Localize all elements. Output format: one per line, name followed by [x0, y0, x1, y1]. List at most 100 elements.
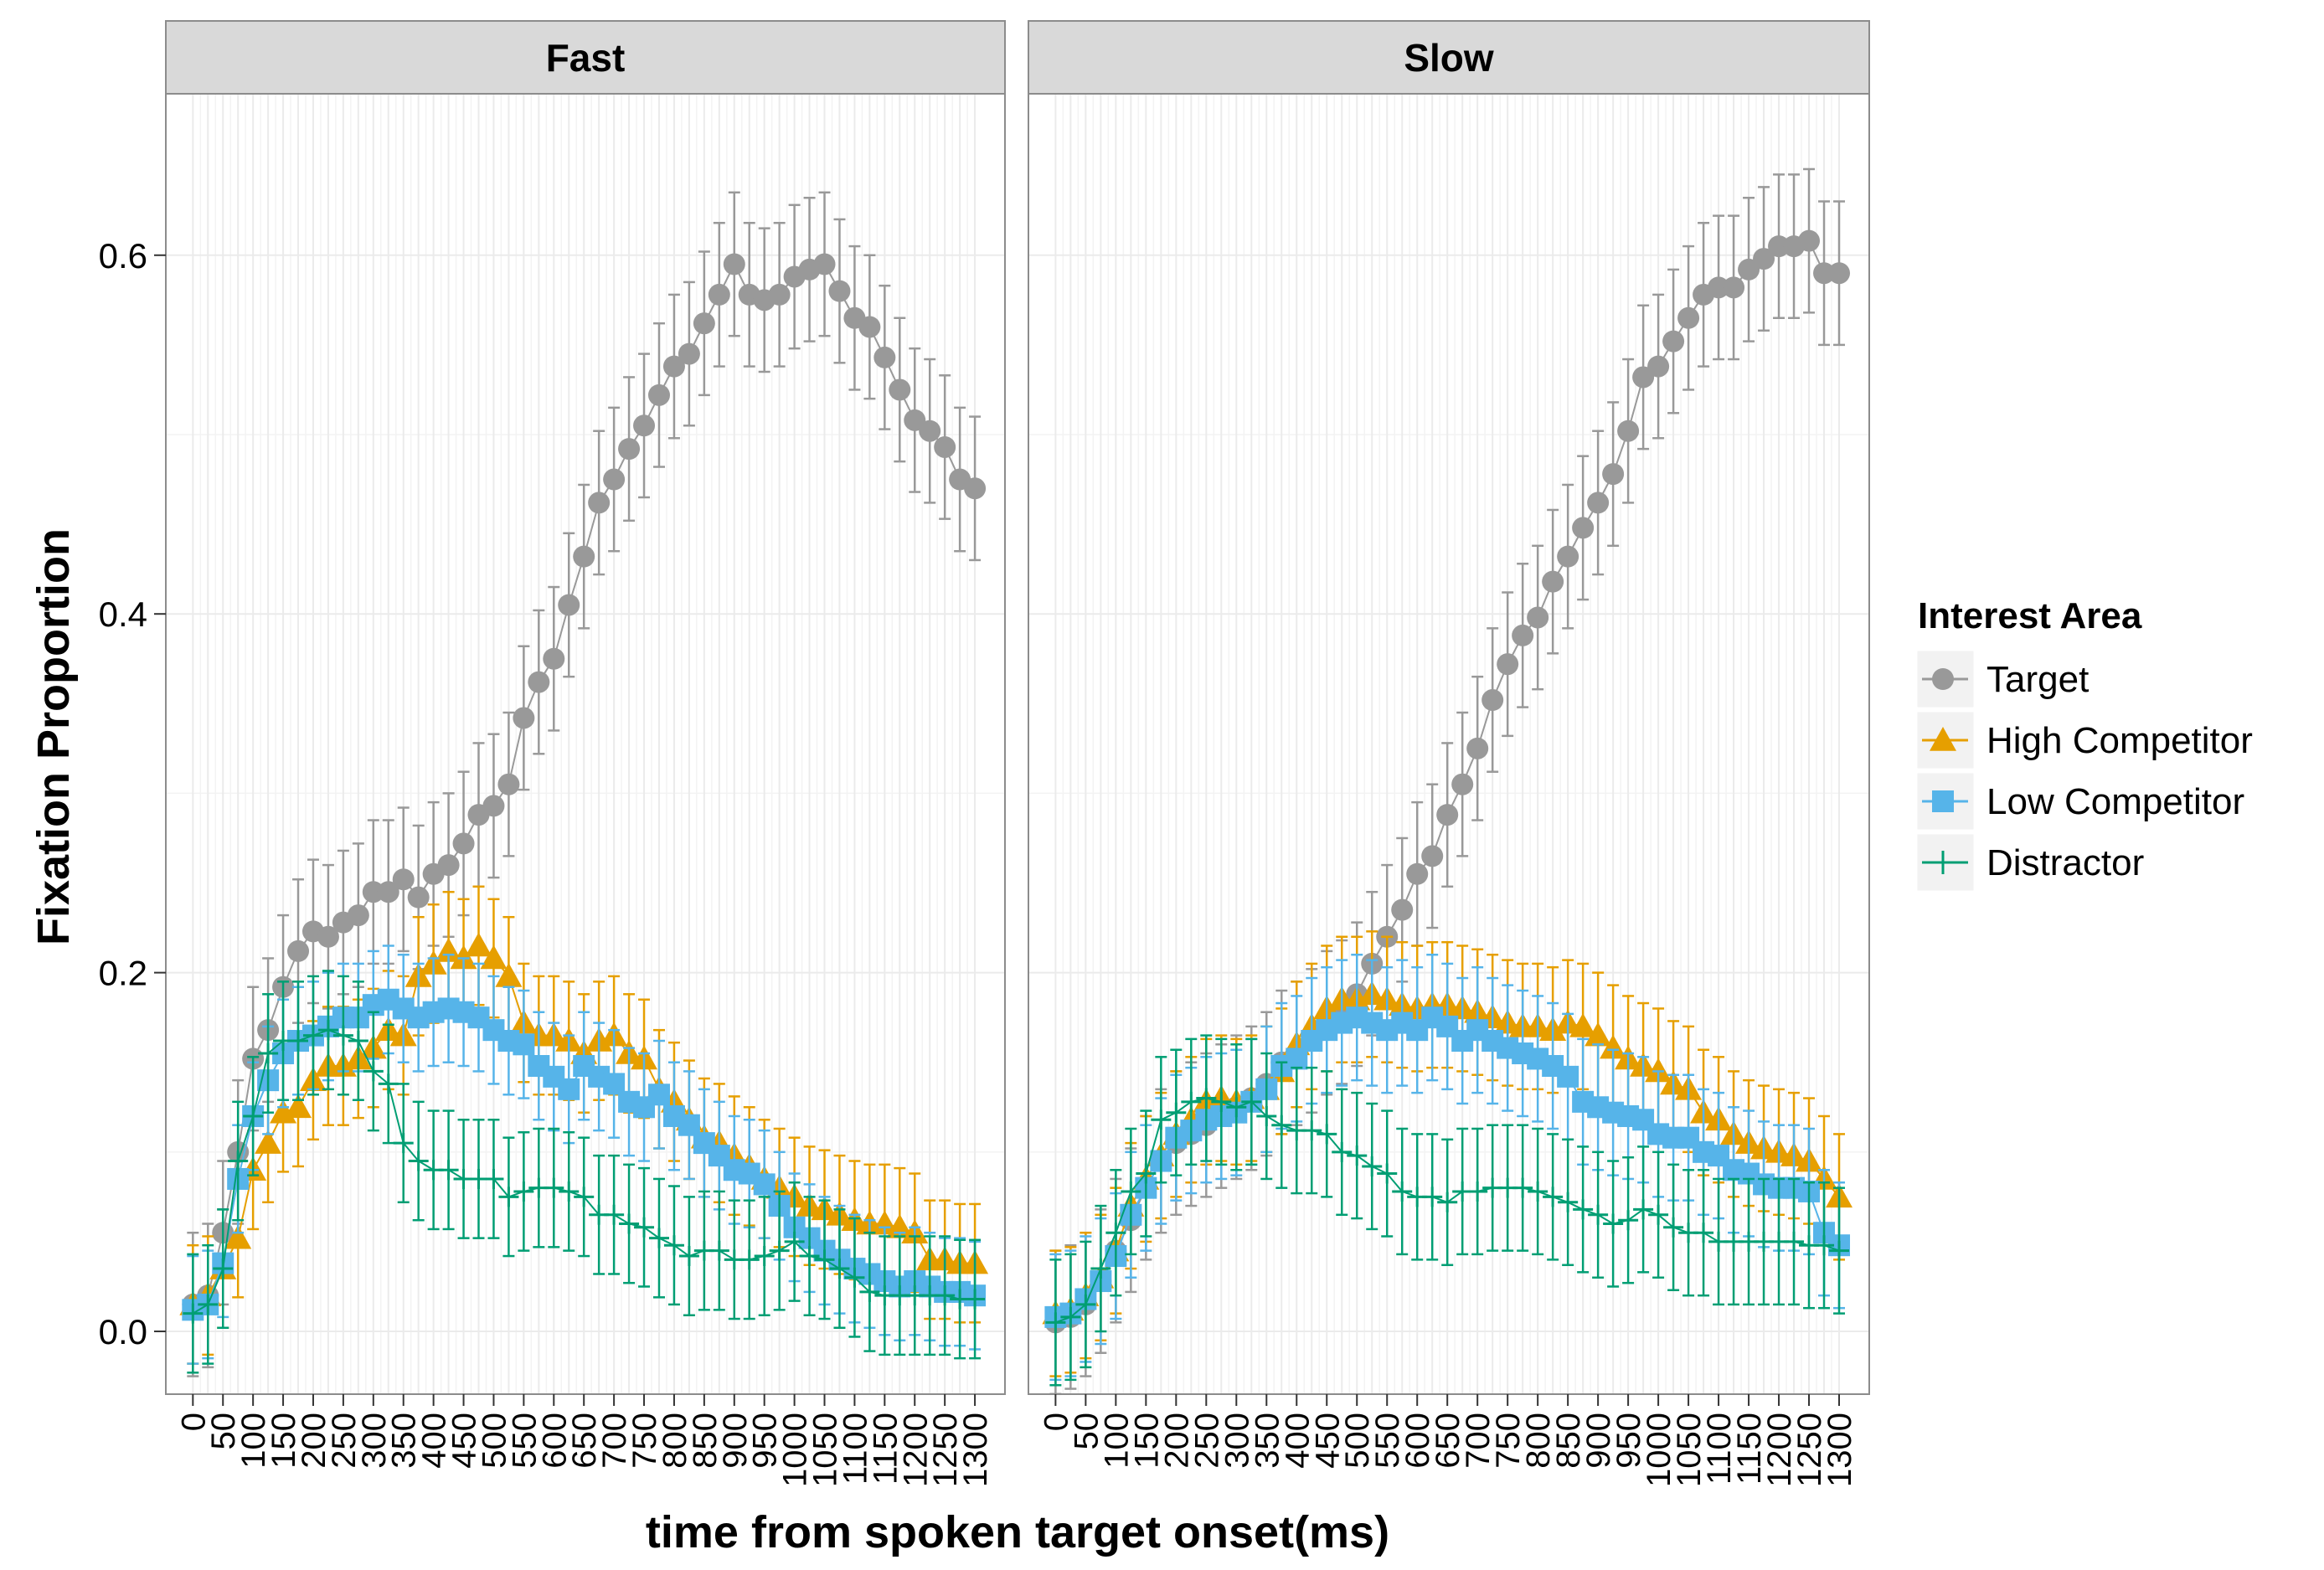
data-point [1663, 1217, 1684, 1238]
data-point [1572, 517, 1595, 539]
legend-label: Low Competitor [1986, 781, 2244, 822]
data-point [1362, 1156, 1383, 1176]
data-point [1347, 1145, 1368, 1166]
data-point [1798, 229, 1821, 252]
data-point [934, 435, 956, 458]
panel-title: Slow [1404, 36, 1494, 80]
data-point [935, 1285, 956, 1306]
data-point [408, 1150, 429, 1171]
data-point [480, 945, 508, 970]
data-point [1723, 276, 1745, 299]
legend-key-marker [1932, 790, 1954, 812]
data-point [255, 1130, 282, 1154]
data-point [1392, 1181, 1413, 1202]
series-distractor [183, 970, 986, 1374]
panel-title: Fast [546, 36, 626, 80]
data-point [285, 1094, 312, 1119]
data-point [1738, 258, 1760, 281]
data-point [544, 1177, 564, 1198]
data-point [1557, 1065, 1579, 1088]
panel-fast: Fast 050100150200250300350400450500550600… [165, 20, 1006, 1487]
series-low-competitor [182, 945, 987, 1365]
data-point [1618, 1210, 1639, 1231]
x-tick-label: 100 [235, 1413, 272, 1469]
data-point [1677, 306, 1700, 329]
x-tick-label: 1300 [1822, 1413, 1858, 1487]
data-point [347, 904, 369, 927]
data-point [1645, 1058, 1672, 1083]
data-point [678, 1246, 699, 1267]
data-point [618, 438, 641, 461]
legend-label: Distractor [1986, 842, 2144, 883]
data-point [1813, 262, 1836, 285]
data-point [858, 316, 881, 338]
data-point [723, 253, 745, 275]
data-point [495, 962, 523, 987]
data-point [886, 1213, 914, 1238]
data-point [1166, 1102, 1187, 1123]
data-point [965, 1289, 986, 1310]
x-tick-label: 950 [747, 1413, 784, 1469]
x-tick-label: 750 [1490, 1413, 1527, 1469]
x-tick-label: 600 [1399, 1413, 1436, 1469]
data-point [1241, 1091, 1262, 1112]
data-point [1543, 1187, 1564, 1207]
x-tick-label: 800 [1520, 1413, 1557, 1469]
data-point [964, 477, 987, 500]
x-tick-label: 350 [386, 1413, 423, 1469]
data-point [1828, 262, 1851, 285]
data-point [1557, 545, 1579, 568]
legend-title: Interest Area [1918, 595, 2142, 636]
x-tick-label: 700 [596, 1413, 633, 1469]
data-point [739, 1249, 760, 1270]
data-point [1060, 1306, 1081, 1327]
data-point [603, 468, 626, 491]
data-point [1481, 689, 1504, 712]
data-point [1569, 1012, 1597, 1037]
data-point [829, 1259, 850, 1279]
x-tick-label: 600 [536, 1413, 573, 1469]
data-point [317, 925, 339, 948]
data-point [889, 378, 911, 401]
data-point [784, 1231, 805, 1252]
panel-slow: Slow 050100150200250300350400450500550600… [1028, 20, 1870, 1487]
data-point [1105, 1223, 1126, 1243]
data-point [1075, 1294, 1096, 1315]
data-point [559, 1181, 580, 1202]
x-tick-label: 500 [476, 1413, 513, 1469]
data-point [1226, 1097, 1247, 1118]
data-point [1753, 248, 1775, 270]
data-point [1587, 492, 1610, 514]
data-point [258, 1043, 279, 1064]
data-point [633, 414, 656, 437]
x-axis-title: time from spoken target onset(ms) [646, 1507, 1389, 1557]
x-tick-label: 1150 [867, 1413, 904, 1485]
data-point [1617, 420, 1640, 442]
data-point [362, 881, 384, 903]
x-tick-label: 1100 [1701, 1413, 1738, 1485]
data-point [708, 283, 730, 306]
data-point [1422, 1187, 1443, 1207]
x-tick-label: 50 [1068, 1413, 1105, 1450]
x-tick-label: 900 [717, 1413, 754, 1469]
data-point [1662, 330, 1685, 353]
x-tick-label: 150 [265, 1413, 302, 1469]
data-point [663, 1235, 684, 1256]
x-tick-label: 250 [326, 1413, 363, 1469]
x-tick-label: 400 [416, 1413, 453, 1469]
x-tick-label: 1000 [1641, 1413, 1677, 1487]
legend-label: Target [1986, 659, 2089, 700]
data-point [573, 545, 595, 568]
data-point [198, 1294, 219, 1315]
data-point [828, 280, 851, 302]
data-point [452, 832, 475, 855]
data-point [528, 671, 550, 693]
data-point [498, 1187, 519, 1207]
x-tick-label: 450 [1309, 1413, 1346, 1469]
x-tick-label: 650 [1430, 1413, 1466, 1469]
data-point [213, 1259, 234, 1279]
data-point [1768, 235, 1791, 258]
data-point [1693, 1223, 1714, 1243]
data-point [435, 937, 462, 962]
x-tick-label: 350 [1249, 1413, 1286, 1469]
